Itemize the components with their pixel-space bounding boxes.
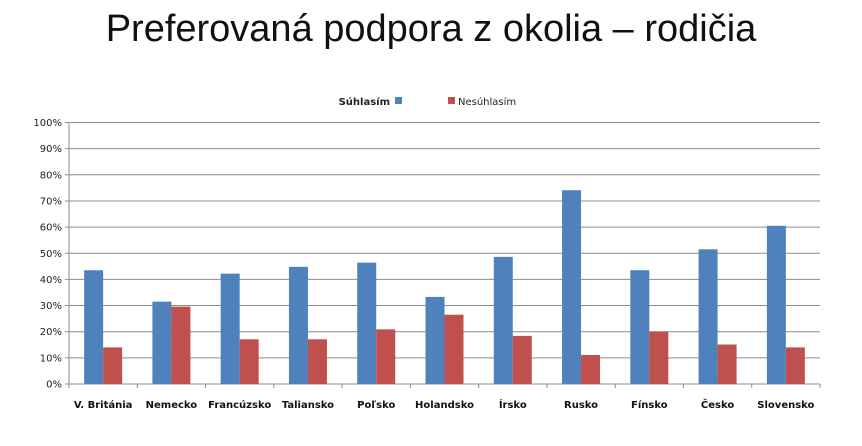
bar-nesuhlasim — [307, 339, 327, 384]
bar-nesuhlasim — [649, 331, 669, 384]
x-tick-label: Francúzsko — [208, 399, 271, 411]
y-tick-label: 40% — [40, 275, 62, 286]
x-tick-label: Nemecko — [146, 400, 198, 411]
bar-suhlasim — [630, 270, 650, 384]
bar-nesuhlasim — [376, 329, 396, 384]
bar-suhlasim — [288, 266, 308, 384]
legend-swatch — [448, 97, 455, 104]
y-tick-label: 60% — [40, 223, 62, 234]
x-tick-label: Poľsko — [357, 400, 395, 411]
y-tick-label: 50% — [40, 249, 62, 260]
bar-suhlasim — [152, 301, 172, 384]
y-tick-label: 10% — [40, 353, 62, 364]
bar-nesuhlasim — [171, 306, 191, 384]
bar-suhlasim — [562, 190, 582, 384]
chart-title: Preferovaná podpora z okolia – rodičia — [105, 8, 757, 50]
x-tick-label: V. Británia — [74, 399, 133, 411]
bar-suhlasim — [698, 249, 718, 384]
bar-suhlasim — [766, 225, 786, 384]
y-tick-label: 80% — [40, 170, 62, 181]
x-tick-label: Taliansko — [282, 400, 334, 411]
bar-suhlasim — [425, 296, 445, 384]
y-tick-label: 20% — [40, 327, 62, 338]
legend-swatch — [395, 97, 402, 104]
y-tick-label: 70% — [40, 196, 62, 207]
bar-suhlasim — [84, 270, 104, 384]
y-tick-label: 0% — [46, 380, 62, 391]
legend-label: Súhlasím — [339, 96, 390, 108]
y-tick-label: 100% — [33, 118, 62, 129]
bar-nesuhlasim — [103, 347, 123, 384]
bar-nesuhlasim — [239, 339, 259, 384]
x-tick-label: Írsko — [499, 398, 527, 411]
legend-label: Nesúhlasím — [458, 96, 516, 108]
bar-suhlasim — [220, 273, 240, 384]
bar-nesuhlasim — [581, 354, 601, 384]
x-tick-label: Slovensko — [757, 400, 814, 411]
bar-nesuhlasim — [444, 314, 464, 384]
x-tick-label: Fínsko — [631, 399, 668, 411]
bar-nesuhlasim — [512, 335, 532, 384]
bar-suhlasim — [493, 256, 513, 384]
y-tick-label: 90% — [40, 144, 62, 155]
y-tick-label: 30% — [40, 301, 62, 312]
x-tick-label: Rusko — [564, 400, 598, 411]
x-tick-label: Holandsko — [415, 400, 474, 411]
bar-suhlasim — [357, 262, 377, 384]
bar-nesuhlasim — [717, 344, 737, 384]
bar-nesuhlasim — [785, 347, 805, 384]
x-tick-label: Česko — [701, 398, 734, 411]
